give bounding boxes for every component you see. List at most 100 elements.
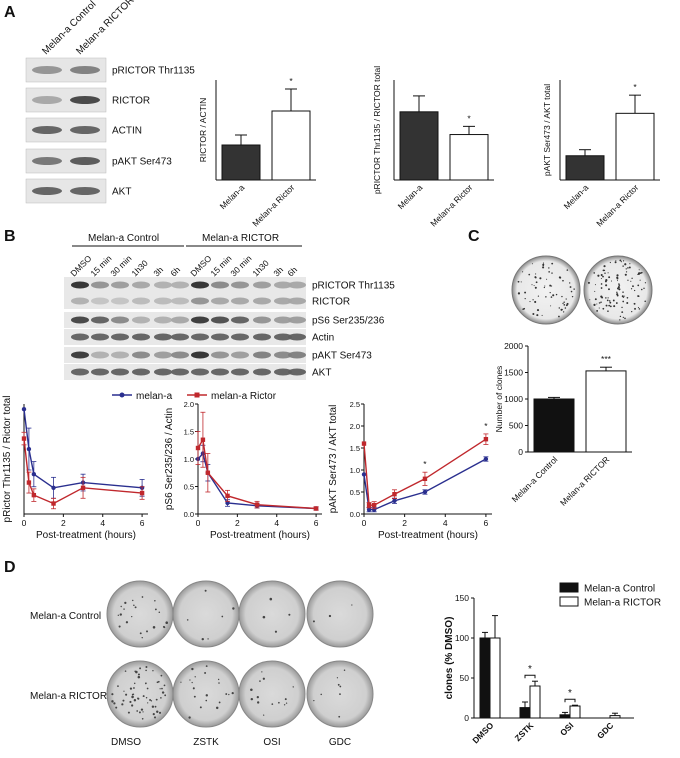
- colony-speck: [624, 263, 627, 266]
- colony-speck: [543, 286, 546, 289]
- colony-speck: [274, 630, 278, 633]
- blot-b-label: RICTOR: [312, 297, 350, 308]
- colony-speck: [605, 284, 608, 287]
- colony-speck: [278, 701, 280, 704]
- colony-speck: [231, 692, 234, 695]
- blot-b-band: [288, 368, 306, 376]
- colony-speck: [141, 717, 144, 720]
- colony-speck: [603, 265, 606, 268]
- blot-b-band: [91, 316, 109, 324]
- x-tick-label: 0: [362, 518, 367, 528]
- colony-speck: [205, 665, 208, 668]
- colony-speck: [621, 311, 624, 314]
- colony-speck: [531, 284, 533, 286]
- blot-b-band: [91, 297, 109, 305]
- colony-speck: [522, 271, 524, 273]
- colony-speck: [283, 704, 286, 706]
- series-line-rictor: [197, 437, 317, 510]
- row-label-control: Melan-a Control: [30, 611, 101, 622]
- colony-speck: [615, 302, 618, 304]
- blot-b-band: [71, 333, 89, 341]
- dish-control-2: [238, 580, 306, 648]
- significance-mark: *: [484, 421, 488, 431]
- colony-speck: [134, 606, 137, 609]
- colony-speck: [151, 705, 155, 708]
- blot-b-band: [191, 297, 209, 305]
- colony-speck: [141, 636, 143, 639]
- blot-b-band: [171, 297, 189, 305]
- colony-speck: [351, 604, 353, 606]
- colony-speck: [563, 301, 565, 303]
- blot-b-label: Actin: [312, 333, 334, 344]
- colony-speck: [261, 671, 263, 673]
- colony-speck: [555, 293, 558, 296]
- blot-b-band: [274, 351, 292, 359]
- colony-speck: [225, 693, 228, 695]
- colony-speck: [602, 269, 605, 272]
- colony-speck: [630, 280, 632, 282]
- blot-a-band: [32, 157, 62, 165]
- colony-speck: [262, 677, 265, 680]
- blot-b-label: AKT: [312, 368, 331, 379]
- y-tick-label: 2.0: [184, 400, 194, 409]
- legend-swatch: [559, 582, 579, 593]
- colony-speck: [288, 613, 291, 616]
- data-point: [371, 503, 377, 508]
- colony-speck: [629, 263, 631, 265]
- colony-speck: [616, 287, 619, 290]
- panel-c-label: C: [468, 228, 480, 245]
- colony-speck: [638, 272, 641, 275]
- colony-speck: [537, 295, 540, 297]
- colony-speck: [550, 285, 553, 287]
- blot-a-band: [32, 126, 62, 134]
- series-line-melan-a: [23, 409, 143, 489]
- colony-speck: [587, 281, 590, 284]
- blot-b-band: [231, 333, 249, 341]
- blot-b-band: [211, 316, 229, 324]
- blot-b-band: [253, 297, 271, 305]
- colony-speck: [549, 284, 552, 287]
- blot-b-band: [253, 351, 271, 359]
- blot-a-band: [32, 66, 62, 74]
- bar: [565, 155, 605, 181]
- blot-b-band: [132, 281, 150, 289]
- colony-speck: [631, 310, 633, 313]
- colony-speck: [626, 301, 629, 304]
- colony-speck: [594, 298, 597, 301]
- data-point: [31, 471, 37, 477]
- blot-b-band: [191, 368, 209, 376]
- data-point: [205, 470, 211, 475]
- colony-speck: [626, 296, 629, 299]
- data-point: [361, 441, 367, 446]
- blot-b-band: [132, 333, 150, 341]
- chart-b3: 0 2 4 6 0.0 0.5 1.0 1.5 2.0 2.5 * * Post-treatment (…: [328, 400, 492, 541]
- blot-b-band: [211, 351, 229, 359]
- colony-speck: [161, 687, 163, 690]
- blot-b-band: [211, 281, 229, 289]
- colony-speck: [207, 638, 209, 640]
- colony-speck: [205, 694, 208, 697]
- colony-speck: [558, 315, 560, 318]
- blot-a-label: AKT: [112, 187, 131, 198]
- colony-speck: [162, 691, 165, 694]
- x-tick-label: 0: [22, 518, 27, 528]
- blot-b-band: [288, 333, 306, 341]
- colony-speck: [534, 300, 537, 304]
- legend-b: melan-a melan-a Rictor: [112, 391, 277, 402]
- data-point: [483, 437, 489, 442]
- colony-speck: [191, 681, 193, 684]
- blot-a-band: [70, 96, 100, 104]
- colony-speck: [532, 299, 534, 301]
- colony-speck: [535, 281, 538, 284]
- colony-speck: [269, 597, 273, 601]
- colony-speck: [594, 290, 596, 292]
- bar: [615, 112, 655, 181]
- blot-b-band: [91, 368, 109, 376]
- x-tick-label: Melan-a: [218, 182, 247, 211]
- y-axis-label: RICTOR / ACTIN: [198, 98, 208, 163]
- blot-b-lane-label: DMSO: [68, 253, 93, 278]
- colony-speck: [619, 315, 622, 318]
- chart-a2: Melan-a * Melan-a Rictor pRICTOR Thr1135 / …: [372, 66, 494, 229]
- data-point: [51, 501, 56, 506]
- blot-b-band: [132, 316, 150, 324]
